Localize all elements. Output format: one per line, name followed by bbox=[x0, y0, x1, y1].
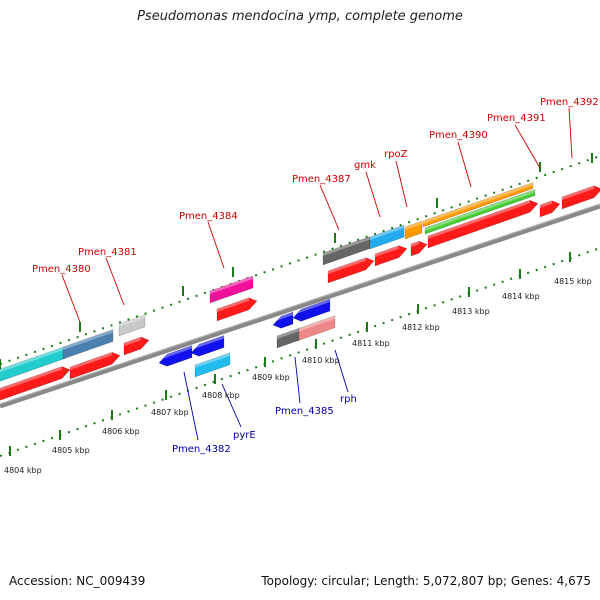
scale-label: 4806 kbp bbox=[102, 427, 140, 436]
gene-label-rpoz[interactable]: rpoZ bbox=[384, 149, 408, 160]
gene-label-leader bbox=[61, 274, 81, 323]
gene-label-pmen-4385[interactable]: Pmen_4385 bbox=[275, 406, 334, 417]
gene-red-4[interactable] bbox=[216, 297, 258, 322]
scale-label: 4810 kbp bbox=[302, 356, 340, 365]
scale-label: 4814 kbp bbox=[502, 292, 540, 301]
gene-blue-1[interactable] bbox=[158, 345, 193, 367]
genome-title: Pseudomonas mendocina ymp, complete geno… bbox=[137, 9, 463, 24]
gene-label-leader bbox=[294, 356, 301, 404]
scale-label: 4811 kbp bbox=[352, 339, 390, 348]
gene-red-5[interactable] bbox=[327, 257, 375, 284]
gene-red-10[interactable] bbox=[561, 185, 600, 210]
gene-label-leader bbox=[514, 124, 541, 169]
gene-red-3[interactable] bbox=[123, 336, 150, 356]
gene-orange-2[interactable] bbox=[422, 182, 534, 228]
gene-grey-dark-2[interactable] bbox=[276, 327, 300, 349]
gene-label-pmen-4380[interactable]: Pmen_4380 bbox=[32, 264, 91, 275]
scale-label: 4805 kbp bbox=[52, 446, 90, 455]
gene-red-7[interactable] bbox=[410, 240, 428, 257]
gene-label-leader bbox=[319, 184, 340, 231]
gene-label-leader bbox=[568, 107, 573, 159]
gene-steel-1[interactable] bbox=[62, 329, 114, 360]
gene-grey-light-1[interactable] bbox=[118, 314, 146, 337]
gene-label-pmen-4387[interactable]: Pmen_4387 bbox=[292, 174, 351, 185]
gene-blue-2[interactable] bbox=[190, 335, 225, 357]
gene-red-9[interactable] bbox=[539, 200, 561, 218]
gene-red-6[interactable] bbox=[374, 245, 408, 267]
gene-label-pmen-4382[interactable]: Pmen_4382 bbox=[172, 444, 231, 455]
gene-label-pmen-4384[interactable]: Pmen_4384 bbox=[179, 211, 238, 222]
gene-red-2[interactable] bbox=[69, 351, 121, 380]
gene-label-pmen-4381[interactable]: Pmen_4381 bbox=[78, 247, 137, 258]
scale-label: 4813 kbp bbox=[452, 307, 490, 316]
gene-magenta-1[interactable] bbox=[209, 275, 254, 304]
gene-red-8[interactable] bbox=[427, 199, 539, 249]
gene-orange-1[interactable] bbox=[404, 220, 423, 240]
gene-label-leader bbox=[395, 160, 408, 208]
scale-label: 4809 kbp bbox=[252, 373, 290, 382]
gene-cyan-1[interactable] bbox=[0, 346, 66, 384]
gene-label-gmk[interactable]: gmk bbox=[354, 160, 376, 171]
gene-green-1[interactable] bbox=[424, 189, 536, 235]
gene-label-pyre[interactable]: pyrE bbox=[233, 430, 256, 441]
gene-cyan-2[interactable] bbox=[369, 224, 405, 250]
gene-cyan-3[interactable] bbox=[194, 352, 231, 378]
gene-label-leader bbox=[105, 257, 125, 306]
scale-label: 4808 kbp bbox=[202, 391, 240, 400]
gene-blue-3[interactable] bbox=[272, 311, 294, 329]
gene-red-1[interactable] bbox=[0, 366, 71, 402]
gene-label-rph[interactable]: rph bbox=[340, 394, 357, 405]
gene-label-pmen-4390[interactable]: Pmen_4390 bbox=[429, 130, 488, 141]
genome-backbone bbox=[0, 203, 600, 409]
gene-label-leader bbox=[365, 171, 381, 218]
gene-label-pmen-4392[interactable]: Pmen_4392 bbox=[540, 97, 599, 108]
gene-label-leader bbox=[183, 371, 199, 441]
gene-blue-4[interactable] bbox=[292, 298, 331, 322]
accession-text: Accession: NC_009439 bbox=[9, 574, 146, 588]
gene-label-pmen-4391[interactable]: Pmen_4391 bbox=[487, 113, 546, 124]
gene-label-leader bbox=[207, 221, 225, 269]
reverse-tick-track bbox=[0, 247, 600, 457]
scale-label: 4807 kbp bbox=[151, 408, 189, 417]
gene-label-leader bbox=[457, 141, 472, 188]
scale-label: 4812 kbp bbox=[402, 323, 440, 332]
scale-label: 4815 kbp bbox=[554, 277, 592, 286]
gene-label-leader bbox=[334, 349, 349, 393]
scale-label: 4804 kbp bbox=[4, 466, 42, 475]
gene-label-leader bbox=[221, 383, 242, 428]
genome-summary-text: Topology: circular; Length: 5,072,807 bp… bbox=[261, 574, 591, 588]
